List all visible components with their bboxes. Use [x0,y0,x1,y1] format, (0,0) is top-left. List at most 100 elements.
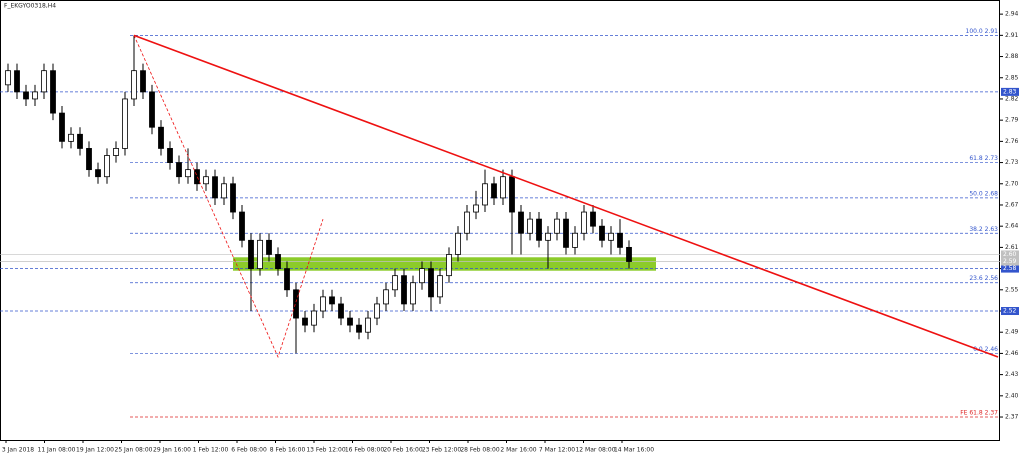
price-badge-label: 2.58 [1003,265,1017,272]
candle-body [446,254,452,277]
y-tick-label: 2.79 [1005,117,1019,124]
candle-body [410,282,416,305]
candle-body [185,169,191,178]
candle-body [545,232,551,241]
plot-frame [0,0,1000,441]
y-tick-label: 2.85 [1005,74,1019,81]
price-badge-label: 2.60 [1003,251,1017,258]
price-badge [1001,87,1019,96]
candle-body [140,70,146,93]
x-tick-label: 23 Feb 12:00 [422,447,462,454]
candle-body [293,289,299,319]
y-tick-label: 2.49 [1005,329,1019,336]
candle-body [311,310,317,326]
x-tick-label: 19 Jan 12:00 [76,447,114,454]
x-tick-label: 3 Jan 2018 [2,447,34,454]
candle-body [617,232,623,248]
candle-body [356,324,362,333]
candle-body [104,155,110,178]
candle-body [203,176,209,185]
y-tick-label: 2.88 [1005,53,1019,60]
candle-body [257,239,263,269]
candle-body [374,303,380,319]
candle-body [230,183,236,213]
y-tick-label: 2.46 [1005,350,1019,357]
candle-body [599,225,605,241]
candle-body [383,289,389,305]
support-zone [233,257,656,271]
candle-body [500,176,506,199]
y-tick-label: 2.40 [1005,392,1019,399]
candle-body [482,183,488,206]
candle-body [59,112,65,142]
candle-body [275,254,281,269]
candle-body [122,98,128,149]
price-badge-label: 2.83 [1003,88,1017,95]
candle-body [167,148,173,163]
candle-body [608,232,614,241]
candle-body [50,70,56,114]
candle-body [212,176,218,199]
y-tick-label: 2.82 [1005,95,1019,102]
candle-body [176,162,182,178]
x-tick-label: 14 Mar 16:00 [614,447,654,454]
candle-body [509,176,515,213]
zigzag-line [133,35,324,359]
x-tick-label: 2 Mar 16:00 [500,447,536,454]
candle-body [32,91,38,100]
candle-body [518,211,524,234]
candle-body [239,211,245,241]
fib-label: 50.0 2.68 [969,190,998,197]
fib-label: 38.2 2.63 [969,226,998,233]
candle-body [347,317,353,326]
x-tick-label: 12 Mar 08:00 [575,447,615,454]
y-tick-label: 2.73 [1005,159,1019,166]
candle-body [563,218,569,248]
price-badge [1001,257,1019,266]
candle-body [590,211,596,227]
y-tick-label: 2.43 [1005,371,1019,378]
candle-body [149,91,155,128]
y-tick-label: 2.61 [1005,244,1019,251]
candle-body [527,218,533,234]
candle-body [338,303,344,319]
candle-body [95,169,101,178]
chart-title: F_EKGYO0318,H4 [4,3,56,10]
candle-body [14,70,20,93]
candle-body [626,246,632,262]
x-tick-label: 13 Feb 12:00 [306,447,346,454]
candle-body [329,296,335,305]
candle-body [158,126,164,149]
y-tick-label: 2.76 [1005,138,1019,145]
candle-body [464,211,470,234]
candle-body [131,70,137,100]
x-tick-label: 6 Feb 08:00 [231,447,267,454]
candle-body [581,211,587,234]
x-tick-label: 8 Feb 16:00 [270,447,306,454]
candle-body [41,70,47,93]
candle-body [284,268,290,291]
x-tick-label: 7 Mar 12:00 [539,447,575,454]
candle-body [68,133,74,142]
price-badge [1001,250,1019,259]
y-tick-label: 2.64 [1005,223,1019,230]
y-tick-label: 2.37 [1005,414,1019,421]
candle-body [554,218,560,234]
candle-body [455,232,461,255]
y-tick-label: 2.70 [1005,180,1019,187]
candle-body [320,296,326,312]
y-tick-label: 2.94 [1005,11,1019,18]
candle-body [392,275,398,291]
fib-label: FE 61.8 2.37 [960,410,998,417]
candle-body [23,91,29,100]
x-tick-label: 29 Jan 16:00 [153,447,191,454]
price-badge [1001,307,1019,316]
candle-body [536,218,542,241]
y-tick-label: 2.67 [1005,201,1019,208]
candle-body [473,204,479,213]
fib-label: 0.0 2.46 [973,346,998,353]
candle-body [113,148,119,156]
candle-body [437,275,443,298]
candle-body [401,275,407,305]
